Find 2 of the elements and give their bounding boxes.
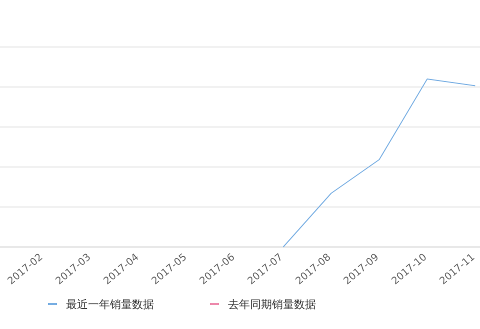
legend-label: 最近一年销量数据 — [66, 298, 154, 311]
legend-label: 去年同期销量数据 — [228, 298, 316, 311]
